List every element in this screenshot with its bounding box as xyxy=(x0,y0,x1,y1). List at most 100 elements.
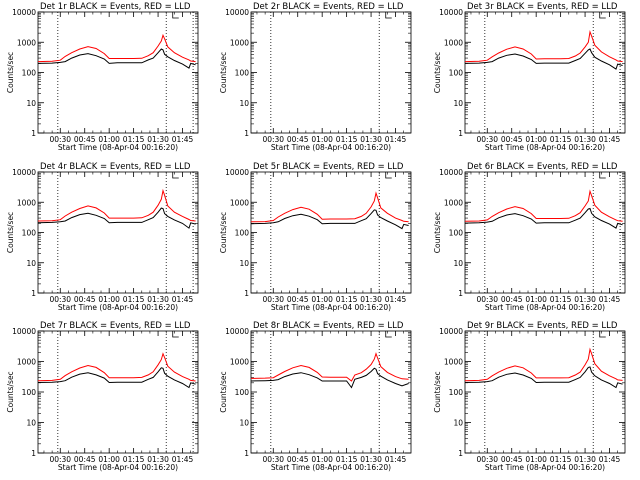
x-axis-label: Start Time (08-Apr-04 00:16:20) xyxy=(58,463,178,472)
plot-frame xyxy=(250,11,412,134)
y-tick-label: 10000 xyxy=(439,8,463,17)
y-tick-label: 10 xyxy=(453,259,463,268)
top-marker xyxy=(172,172,179,179)
series-lld-line xyxy=(464,29,623,63)
x-tick-label: 01:30 xyxy=(360,135,382,144)
x-tick-label: 01:15 xyxy=(550,455,572,464)
plot-frame xyxy=(464,171,626,294)
y-axis-label: Counts/sec xyxy=(219,212,228,253)
x-tick-label: 01:45 xyxy=(385,135,407,144)
y-tick-label: 1 xyxy=(31,289,36,298)
panel-8: Det 8r BLACK = Events, RED = LLD 1 10 100 10… xyxy=(219,321,412,472)
top-marker xyxy=(385,12,392,19)
x-tick-label: 01:00 xyxy=(525,135,547,144)
y-tick-label: 10 xyxy=(239,259,249,268)
y-tick-label: 1 xyxy=(244,449,249,458)
x-axis-label: Start Time (08-Apr-04 00:16:20) xyxy=(58,303,178,312)
y-tick-label: 100 xyxy=(22,229,37,238)
y-tick-label: 1000 xyxy=(444,198,463,207)
x-tick-label: 01:15 xyxy=(550,295,572,304)
y-tick-label: 10 xyxy=(26,419,36,428)
x-tick-label: 01:45 xyxy=(172,135,194,144)
y-tick-label: 100 xyxy=(22,69,37,78)
x-tick-label: 00:30 xyxy=(49,295,71,304)
plot-frame xyxy=(464,330,626,454)
y-tick-label: 1000 xyxy=(17,358,36,367)
x-tick-label: 00:30 xyxy=(476,135,498,144)
x-tick-label: 01:00 xyxy=(311,455,333,464)
y-tick-label: 1000 xyxy=(17,38,36,47)
y-tick-label: 10000 xyxy=(12,168,36,177)
panel-2: Det 2r BLACK = Events, RED = LLD 1 10 100 10… xyxy=(219,2,412,152)
y-axis-label: Counts/sec xyxy=(433,212,442,253)
y-tick-label: 100 xyxy=(449,388,464,397)
y-axis-label: Counts/sec xyxy=(6,371,15,412)
x-tick-label: 00:45 xyxy=(74,455,96,464)
x-axis-label: Start Time (08-Apr-04 00:16:20) xyxy=(485,303,605,312)
y-tick-label: 10000 xyxy=(225,8,249,17)
x-tick-label: 00:30 xyxy=(262,295,284,304)
y-axis-label: Counts/sec xyxy=(6,212,15,253)
x-tick-label: 01:00 xyxy=(98,295,120,304)
x-tick-label: 00:45 xyxy=(287,295,309,304)
x-tick-label: 01:45 xyxy=(172,455,194,464)
x-tick-label: 00:45 xyxy=(501,295,523,304)
x-tick-label: 00:45 xyxy=(501,135,523,144)
x-axis-label: Start Time (08-Apr-04 00:16:20) xyxy=(271,303,391,312)
top-marker xyxy=(599,331,606,338)
x-tick-label: 01:15 xyxy=(123,295,145,304)
x-tick-label: 01:45 xyxy=(385,455,407,464)
series-lld-line xyxy=(37,33,196,63)
x-tick-label: 01:30 xyxy=(147,135,169,144)
y-tick-label: 100 xyxy=(22,388,37,397)
series-events-line xyxy=(464,48,623,70)
series-lld-line xyxy=(37,188,196,222)
panel-title: Det 4r BLACK = Events, RED = LLD xyxy=(40,162,191,172)
y-tick-label: 100 xyxy=(449,69,464,78)
y-tick-label: 1000 xyxy=(230,198,249,207)
y-tick-label: 10000 xyxy=(439,168,463,177)
top-marker xyxy=(599,12,606,19)
panel-3: Det 3r BLACK = Events, RED = LLD 1 10 100 10… xyxy=(433,2,626,152)
y-tick-label: 100 xyxy=(235,388,250,397)
y-tick-label: 10000 xyxy=(225,327,249,336)
x-tick-label: 01:00 xyxy=(525,295,547,304)
panel-1: Det 1r BLACK = Events, RED = LLD 1 10 100 10… xyxy=(6,2,199,152)
x-axis-label: Start Time (08-Apr-04 00:16:20) xyxy=(58,143,178,152)
y-tick-label: 10 xyxy=(239,99,249,108)
x-axis-label: Start Time (08-Apr-04 00:16:20) xyxy=(485,463,605,472)
x-tick-label: 00:30 xyxy=(476,455,498,464)
panel-title: Det 1r BLACK = Events, RED = LLD xyxy=(40,2,191,12)
plot-frame xyxy=(250,171,412,294)
x-tick-label: 00:45 xyxy=(74,135,96,144)
y-tick-label: 1000 xyxy=(444,358,463,367)
panel-6: Det 6r BLACK = Events, RED = LLD 1 10 100 10… xyxy=(433,162,626,312)
x-tick-label: 01:45 xyxy=(385,295,407,304)
series-events-line xyxy=(37,367,196,389)
x-tick-label: 00:30 xyxy=(49,455,71,464)
y-tick-label: 1 xyxy=(458,129,463,138)
y-tick-label: 10000 xyxy=(225,168,249,177)
x-tick-label: 01:15 xyxy=(336,295,358,304)
x-tick-label: 01:30 xyxy=(574,135,596,144)
series-events-line xyxy=(37,48,196,69)
x-tick-label: 01:45 xyxy=(599,455,621,464)
y-tick-label: 10 xyxy=(453,419,463,428)
x-axis-label: Start Time (08-Apr-04 00:16:20) xyxy=(485,143,605,152)
x-tick-label: 00:45 xyxy=(287,135,309,144)
x-tick-label: 01:00 xyxy=(311,295,333,304)
x-tick-label: 01:00 xyxy=(98,455,120,464)
series-lld-line xyxy=(37,352,196,382)
y-tick-label: 1 xyxy=(31,129,36,138)
y-tick-label: 10 xyxy=(26,99,36,108)
y-tick-label: 10000 xyxy=(439,327,463,336)
y-axis-label: Counts/sec xyxy=(219,371,228,412)
y-tick-label: 100 xyxy=(449,229,464,238)
x-tick-label: 00:45 xyxy=(287,455,309,464)
x-axis-label: Start Time (08-Apr-04 00:16:20) xyxy=(271,463,391,472)
plot-frame xyxy=(37,11,199,134)
x-tick-label: 00:30 xyxy=(476,295,498,304)
y-tick-label: 10 xyxy=(453,99,463,108)
series-lld-line xyxy=(464,347,623,382)
y-tick-label: 1 xyxy=(244,289,249,298)
